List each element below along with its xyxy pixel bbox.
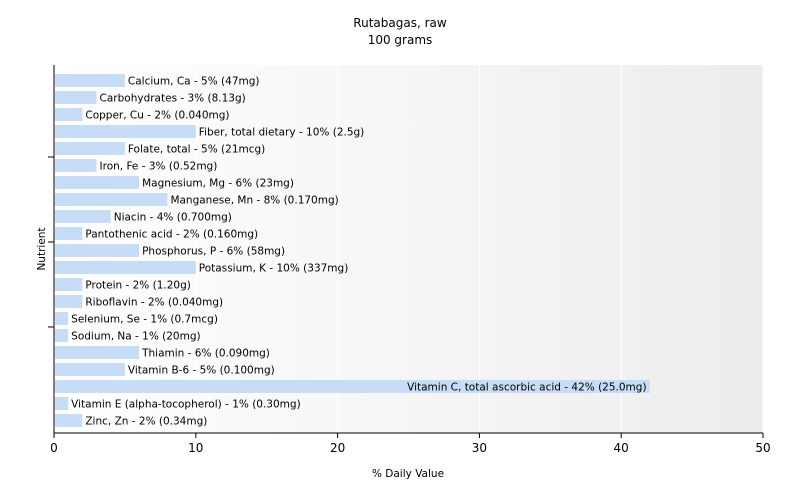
bar-label: Magnesium, Mg - 6% (23mg): [142, 177, 294, 189]
bar: [55, 158, 97, 172]
x-tick-label: 20: [330, 441, 345, 455]
bar: [55, 175, 140, 189]
bar: [55, 90, 97, 104]
bar: [55, 379, 650, 393]
bar-label: Copper, Cu - 2% (0.040mg): [85, 109, 229, 121]
bar-label: Calcium, Ca - 5% (47mg): [128, 76, 260, 88]
bar: [55, 362, 125, 376]
bar: [55, 209, 111, 223]
bar: [55, 141, 125, 155]
x-tick-label: 40: [614, 441, 629, 455]
bar-label: Riboflavin - 2% (0.040mg): [85, 296, 223, 308]
bar: [55, 107, 83, 121]
bar: [55, 396, 69, 410]
bar-label: Vitamin B-6 - 5% (0.100mg): [128, 364, 275, 376]
bar: [55, 192, 168, 206]
bar-labels: Calcium, Ca - 5% (47mg) Carbohydrates - 3…: [71, 76, 646, 428]
x-tick-label: 10: [188, 441, 203, 455]
bar-label: Folate, total - 5% (21mcg): [128, 143, 265, 155]
bar-label: Phosphorus, P - 6% (58mg): [142, 245, 285, 257]
bar: [55, 226, 83, 240]
x-axis-title: % Daily Value: [372, 468, 444, 480]
bar-label: Iron, Fe - 3% (0.52mg): [100, 160, 218, 172]
bar-label: Thiamin - 6% (0.090mg): [141, 347, 270, 359]
chart-title: Rutabagas, raw: [353, 16, 447, 30]
bar: [55, 311, 69, 325]
x-tick-label: 0: [50, 441, 58, 455]
y-axis-title: Nutrient: [36, 227, 48, 270]
x-tick-label: 50: [755, 441, 770, 455]
bar-label: Potassium, K - 10% (337mg): [199, 262, 349, 274]
bar-label: Zinc, Zn - 2% (0.34mg): [85, 415, 207, 427]
bar-label: Protein - 2% (1.20g): [85, 279, 191, 291]
bar: [55, 328, 69, 342]
bar: [55, 260, 196, 274]
bar: [55, 294, 83, 308]
bar-label: Selenium, Se - 1% (0.7mcg): [71, 313, 218, 325]
bar: [55, 74, 125, 87]
bar-label: Pantothenic acid - 2% (0.160mg): [85, 228, 258, 240]
bar: [55, 345, 140, 359]
bar: [55, 124, 196, 138]
bar-label: Manganese, Mn - 8% (0.170mg): [170, 194, 338, 206]
bar: [55, 277, 83, 291]
bar-label: Vitamin C, total ascorbic acid - 42% (25…: [407, 381, 646, 393]
bar-label: Sodium, Na - 1% (20mg): [71, 330, 200, 342]
bar-label: Fiber, total dietary - 10% (2.5g): [199, 126, 364, 138]
bar-label: Niacin - 4% (0.700mg): [114, 211, 232, 223]
chart-subtitle: 100 grams: [368, 33, 433, 47]
bar-label: Carbohydrates - 3% (8.13g): [100, 92, 246, 104]
x-tick-label: 30: [472, 441, 487, 455]
bar: [55, 413, 83, 427]
bars: [55, 74, 650, 427]
axes: 0 10 20 30 40 50: [48, 65, 771, 455]
bar-label: Vitamin E (alpha-tocopherol) - 1% (0.30m…: [71, 398, 301, 410]
bar: [55, 243, 140, 257]
